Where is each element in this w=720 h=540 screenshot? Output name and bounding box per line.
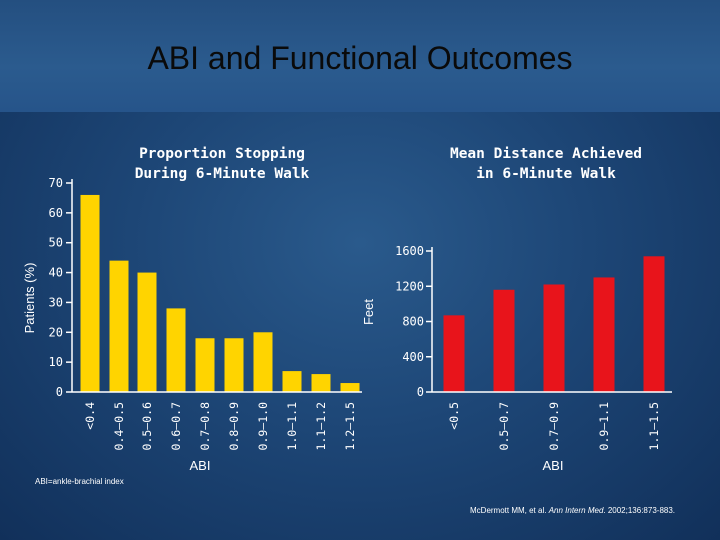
data-bar xyxy=(311,374,331,392)
y-axis-label: Patients (%) xyxy=(22,263,37,334)
chart-title-line: Proportion Stopping xyxy=(139,146,305,162)
x-tick-label: 0.5–0.6 xyxy=(140,402,154,451)
y-axis-label: Feet xyxy=(361,299,376,325)
y-tick-label: 0 xyxy=(417,385,424,399)
x-tick-label: 1.2–1.5 xyxy=(343,402,357,450)
data-bar xyxy=(493,289,515,392)
data-bar xyxy=(253,332,273,392)
data-bar xyxy=(340,383,360,392)
x-tick-label: 0.9–1.0 xyxy=(256,402,270,451)
data-bar xyxy=(593,277,615,392)
y-tick-label: 10 xyxy=(49,355,63,369)
x-tick-label: 0.4–0.5 xyxy=(112,402,126,450)
citation-details: . 2002;136:873-883. xyxy=(603,506,676,515)
x-tick-label: 1.1–1.2 xyxy=(314,402,328,450)
chart-title-line: Mean Distance Achieved xyxy=(450,146,642,162)
x-tick-label: 1.0–1.1 xyxy=(285,402,299,451)
x-tick-label: 0.7–0.8 xyxy=(198,402,212,451)
chart-mean-distance: Mean Distance Achieved in 6-Minute Walk 0 4… xyxy=(361,146,672,473)
x-tick-label: <0.5 xyxy=(447,402,461,430)
chart-title-line: During 6-Minute Walk xyxy=(135,166,310,182)
footnote-abbreviation: ABI=ankle-brachial index xyxy=(35,477,124,486)
y-tick-label: 40 xyxy=(49,266,63,280)
title-banner xyxy=(0,0,720,112)
y-tick-label: 0 xyxy=(56,385,63,399)
y-tick-label: 400 xyxy=(402,350,424,364)
x-tick-label: 1.1–1.5 xyxy=(647,402,661,450)
data-bar xyxy=(166,308,186,392)
data-bar xyxy=(109,260,129,392)
chart-proportion-stopping: Proportion Stopping During 6-Minute Walk 0… xyxy=(22,146,362,473)
y-tick-label: 1600 xyxy=(395,244,424,258)
x-tick-label: 0.8–0.9 xyxy=(227,402,241,451)
x-tick-label: 0.9–1.1 xyxy=(597,402,611,451)
x-axis-label: ABI xyxy=(543,458,564,473)
data-bar xyxy=(643,256,665,392)
data-bar xyxy=(543,284,565,392)
y-tick-label: 800 xyxy=(402,315,424,329)
x-axis-label: ABI xyxy=(190,458,211,473)
y-tick-label: 60 xyxy=(49,206,63,220)
slide-title: ABI and Functional Outcomes xyxy=(147,40,573,76)
x-tick-label: 0.7–0.9 xyxy=(547,402,561,451)
citation-journal: Ann Intern Med xyxy=(548,506,604,515)
x-tick-label: 0.6–0.7 xyxy=(169,402,183,451)
y-tick-label: 20 xyxy=(49,325,63,339)
citation-authors: McDermott MM, et al. xyxy=(470,506,549,515)
y-tick-label: 50 xyxy=(49,236,63,250)
data-bar xyxy=(137,272,157,392)
data-bar xyxy=(195,338,215,392)
chart-title-line: in 6-Minute Walk xyxy=(476,166,616,182)
x-tick-label: 0.5–0.7 xyxy=(497,402,511,451)
x-tick-label: <0.4 xyxy=(83,402,97,430)
y-tick-label: 70 xyxy=(49,176,63,190)
data-bar xyxy=(80,194,100,392)
data-bar xyxy=(443,315,465,392)
y-tick-label: 1200 xyxy=(395,279,424,293)
footnote-citation: McDermott MM, et al. Ann Intern Med. 200… xyxy=(470,506,675,515)
y-tick-label: 30 xyxy=(49,295,63,309)
data-bar xyxy=(224,338,244,392)
data-bar xyxy=(282,371,302,392)
